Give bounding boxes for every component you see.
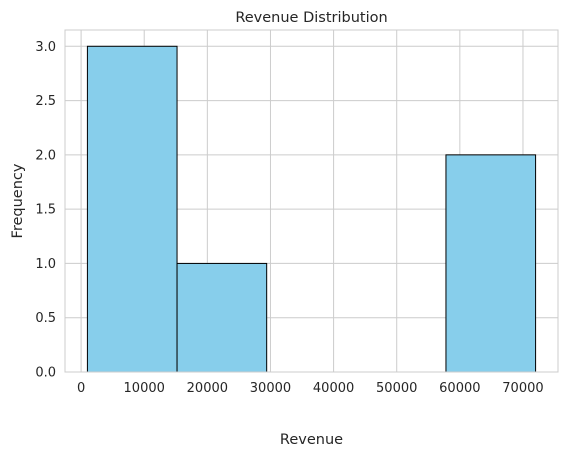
histogram-bar: [176, 262, 268, 373]
y-tick-label: 0.0: [35, 366, 56, 381]
x-tick-label: 40000: [313, 381, 354, 396]
histogram-bar: [86, 45, 178, 373]
x-axis-label: Revenue: [280, 432, 343, 448]
y-tick-label: 2.0: [35, 148, 56, 163]
x-tick-labels: 0 10000 20000 30000 40000 50000 60000 70000: [77, 381, 544, 396]
x-tick-label: 0: [77, 381, 85, 396]
x-tick-label: 10000: [124, 381, 165, 396]
chart-title: Revenue Distribution: [235, 10, 387, 26]
y-tick-label: 1.0: [35, 257, 56, 272]
x-tick-label: 70000: [502, 381, 543, 396]
x-tick-label: 60000: [439, 381, 480, 396]
y-tick-label: 2.5: [35, 94, 56, 109]
y-tick-labels: 0.0 0.5 1.0 1.5 2.0 2.5 3.0: [35, 40, 56, 381]
x-tick-label: 50000: [376, 381, 417, 396]
x-tick-label: 20000: [187, 381, 228, 396]
y-tick-label: 1.5: [35, 203, 56, 218]
y-axis-label: Frequency: [10, 163, 26, 238]
y-tick-label: 0.5: [35, 311, 56, 326]
plot-frame: [64, 29, 559, 373]
y-tick-label: 3.0: [35, 40, 56, 55]
histogram-bar: [445, 154, 537, 373]
bars: [86, 45, 537, 373]
x-tick-label: 30000: [250, 381, 291, 396]
